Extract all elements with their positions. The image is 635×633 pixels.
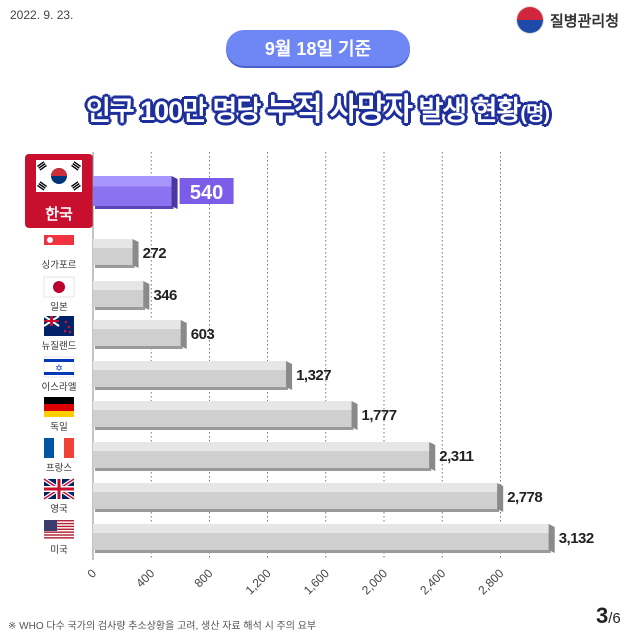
israel-flag-icon: ✡ xyxy=(43,356,75,378)
value-label: 1,327 xyxy=(296,367,331,384)
value-label: 1,777 xyxy=(362,407,397,424)
country-label: 프랑스 xyxy=(46,462,72,474)
country-label: 이스라엘 xyxy=(42,382,77,393)
bar-9 xyxy=(93,524,555,553)
value-label: 540 xyxy=(190,182,223,204)
taegeuk-logo-icon xyxy=(516,6,544,34)
svg-text:✡: ✡ xyxy=(55,363,63,373)
country-label: 뉴질랜드 xyxy=(42,340,77,352)
country-label: 독일 xyxy=(50,422,67,433)
x-tick-label: 800 xyxy=(191,566,215,590)
country-label: 영국 xyxy=(50,504,68,515)
country-label: 싱가포르 xyxy=(42,260,77,271)
germany-flag-icon xyxy=(44,397,74,417)
value-label: 603 xyxy=(191,326,215,343)
bar-2 xyxy=(93,239,139,268)
new-zealand-flag-icon xyxy=(43,315,74,336)
singapore-flag-icon xyxy=(44,235,74,255)
country-label: 일본 xyxy=(50,302,68,313)
bar-6 xyxy=(93,401,358,430)
x-tick-label: 2,800 xyxy=(475,566,506,597)
agency-name: 질병관리청 xyxy=(550,12,620,30)
value-label-box xyxy=(179,178,234,204)
korea-flag-icon xyxy=(36,160,82,192)
x-tick-label: 2,000 xyxy=(359,566,390,597)
japan-flag-icon xyxy=(43,276,75,298)
bar-4 xyxy=(93,320,187,349)
page-title: 인구 100만 명당 누적 사망자 발생 현황(명) xyxy=(85,92,550,127)
title-highlight: 누적 사망자 xyxy=(266,92,413,127)
x-tick-label: 1,200 xyxy=(243,566,274,597)
usa-flag-icon xyxy=(44,520,74,539)
france-flag-icon xyxy=(44,438,74,458)
bar-5 xyxy=(93,361,293,390)
bar-1 xyxy=(93,176,178,209)
reference-date-badge: 9월 18일 기준 xyxy=(226,30,410,66)
footnote: ※ WHO 다수 국가의 검사량 추소상황을 고려, 생산 자료 해석 시 주의… xyxy=(8,621,317,632)
value-label: 2,311 xyxy=(439,448,473,465)
x-tick-label: 400 xyxy=(133,566,157,590)
value-label: 3,132 xyxy=(559,530,594,547)
value-label: 272 xyxy=(143,245,167,262)
bar-3 xyxy=(93,281,150,310)
value-label: 346 xyxy=(153,287,177,304)
agency-logo: 질병관리청 xyxy=(516,6,619,34)
x-tick-label: 1,600 xyxy=(301,566,332,597)
country-label: 미국 xyxy=(50,545,68,556)
x-tick-label: 2,400 xyxy=(417,566,448,597)
bar-8 xyxy=(93,483,504,512)
x-tick-label: 0 xyxy=(84,566,99,581)
page-indicator: 3/6 xyxy=(596,603,621,628)
value-label: 2,778 xyxy=(507,489,542,506)
country-label-korea: 한국 xyxy=(45,206,73,223)
bar-7 xyxy=(93,442,436,471)
date-label: 2022. 9. 23. xyxy=(10,8,74,22)
uk-flag-icon xyxy=(42,477,76,501)
